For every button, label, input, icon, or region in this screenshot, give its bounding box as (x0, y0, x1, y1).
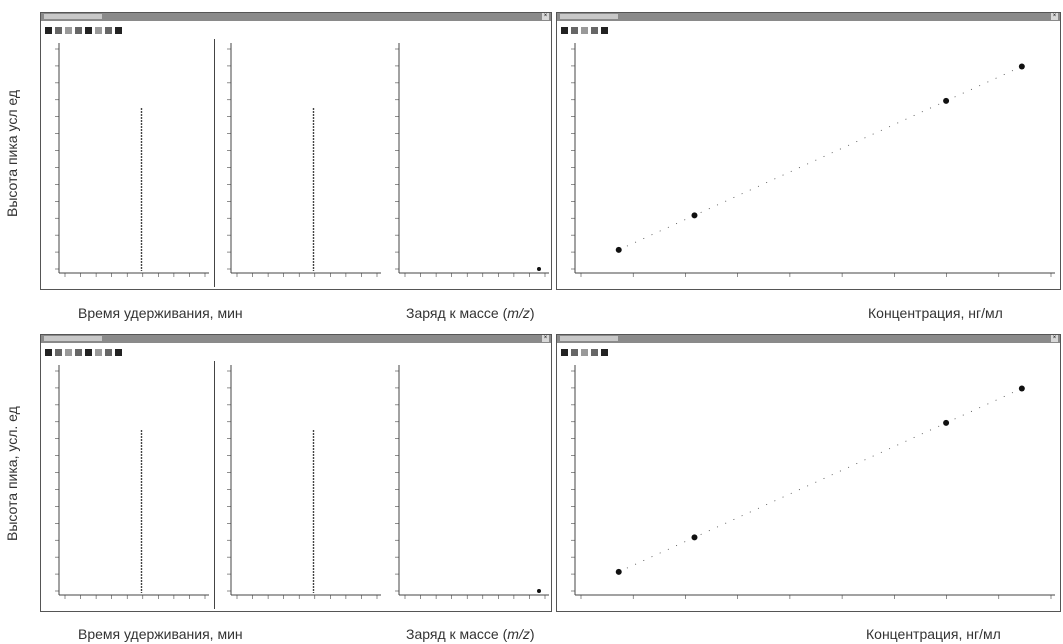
toolbar (561, 347, 608, 357)
toolbar-icon[interactable] (85, 348, 92, 356)
toolbar-icon[interactable] (601, 26, 608, 34)
calibration-point (943, 419, 950, 426)
window-titlebar[interactable]: × (41, 335, 551, 343)
window-titlebar[interactable]: × (41, 13, 551, 21)
calibration-window-top[interactable]: × (556, 12, 1061, 290)
caption-mz-prefix: Заряд к массе ( (406, 626, 508, 642)
spectrum-peak (537, 267, 541, 271)
chromatogram-pane-top-1 (55, 43, 209, 277)
window-title (44, 336, 102, 341)
toolbar-icon[interactable] (591, 348, 598, 356)
toolbar (45, 25, 122, 35)
chromatogram-pane-bottom-1 (55, 365, 209, 599)
window-title (560, 14, 618, 19)
toolbar (45, 347, 122, 357)
toolbar-icon[interactable] (85, 26, 92, 34)
calibration-point (943, 97, 950, 104)
calibration-fit-line (618, 66, 1023, 251)
toolbar-icon[interactable] (601, 348, 608, 356)
toolbar-icon[interactable] (561, 348, 568, 356)
toolbar-icon[interactable] (65, 348, 72, 356)
toolbar-icon[interactable] (95, 26, 102, 34)
calibration-pane-top (571, 43, 1055, 277)
caption-mz-bottom: Заряд к массе (m/z) (406, 626, 535, 642)
caption-concentration-bottom: Концентрация, нг/мл (866, 626, 1001, 642)
calibration-window-bottom[interactable]: × (556, 334, 1061, 612)
window-titlebar[interactable]: × (557, 335, 1060, 343)
toolbar-icon[interactable] (581, 348, 588, 356)
calibration-fit-line (618, 388, 1023, 573)
calibration-point (615, 246, 622, 253)
window-title (560, 336, 618, 341)
chromatogram-window-top[interactable]: × (40, 12, 552, 290)
y-axis-label-bottom: Высота пика, усл. ед (4, 406, 20, 542)
close-icon[interactable]: × (1051, 335, 1058, 342)
pane-divider (214, 39, 215, 287)
toolbar-icon[interactable] (55, 348, 62, 356)
window-title (44, 14, 102, 19)
mass-spectrum-pane-top (395, 43, 549, 277)
toolbar-icon[interactable] (45, 26, 52, 34)
caption-mz-italic: m/z (507, 626, 530, 642)
toolbar-icon[interactable] (571, 26, 578, 34)
close-icon[interactable]: × (1051, 13, 1058, 20)
toolbar-icon[interactable] (55, 26, 62, 34)
caption-mz-suffix: ) (529, 305, 535, 321)
caption-mz-italic: m/z (507, 305, 530, 321)
calibration-point (615, 568, 622, 575)
calibration-point (1018, 385, 1025, 392)
toolbar-icon[interactable] (105, 26, 112, 34)
toolbar-icon[interactable] (571, 348, 578, 356)
caption-mz-suffix: ) (529, 626, 535, 642)
toolbar-icon[interactable] (65, 26, 72, 34)
calibration-point (691, 212, 698, 219)
caption-concentration-top: Концентрация, нг/мл (868, 305, 1003, 321)
mass-spectrum-pane-bottom (395, 365, 549, 599)
toolbar-icon[interactable] (561, 26, 568, 34)
toolbar-icon[interactable] (105, 348, 112, 356)
chromatogram-pane-bottom-2 (227, 365, 381, 599)
y-axis-label-top: Высота пика усл ед (4, 89, 20, 217)
toolbar-icon[interactable] (95, 348, 102, 356)
toolbar-icon[interactable] (581, 26, 588, 34)
close-icon[interactable]: × (542, 335, 549, 342)
caption-retention-bottom: Время удерживания, мин (78, 626, 243, 642)
toolbar-icon[interactable] (591, 26, 598, 34)
toolbar-icon[interactable] (115, 26, 122, 34)
window-titlebar[interactable]: × (557, 13, 1060, 21)
calibration-point (691, 534, 698, 541)
spectrum-peak (537, 589, 541, 593)
calibration-point (1018, 63, 1025, 70)
chromatogram-window-bottom[interactable]: × (40, 334, 552, 612)
pane-divider (214, 361, 215, 609)
calibration-pane-bottom (571, 365, 1055, 599)
toolbar-icon[interactable] (45, 348, 52, 356)
toolbar-icon[interactable] (75, 348, 82, 356)
toolbar-icon[interactable] (115, 348, 122, 356)
close-icon[interactable]: × (542, 13, 549, 20)
chromatogram-pane-top-2 (227, 43, 381, 277)
caption-mz-prefix: Заряд к массе ( (406, 305, 508, 321)
toolbar-icon[interactable] (75, 26, 82, 34)
caption-mz-top: Заряд к массе (m/z) (406, 305, 535, 321)
toolbar (561, 25, 608, 35)
caption-retention-top: Время удерживания, мин (78, 305, 243, 321)
